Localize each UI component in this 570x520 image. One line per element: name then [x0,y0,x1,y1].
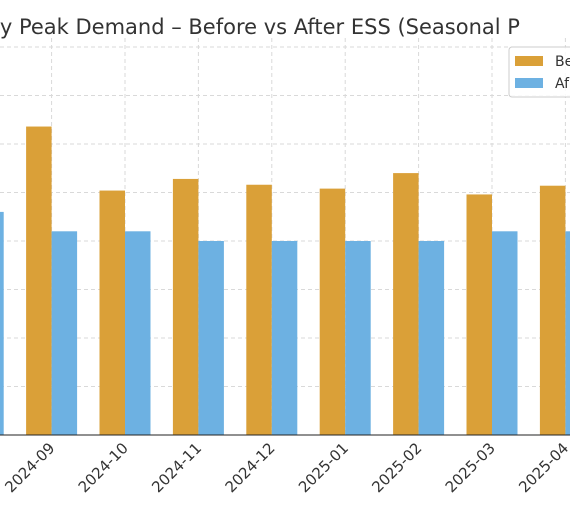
bar-before-2024-10 [99,190,125,435]
legend: Be Af [508,46,570,98]
bar-after-2024-12 [271,241,298,435]
bars [0,126,570,436]
bar-after-2024-11 [198,241,224,435]
x-tick-label: 2025-02 [368,439,425,496]
bar-before-2024-12 [246,184,272,435]
bar-after-2025-01 [345,241,371,435]
legend-swatch-before [515,56,543,66]
bar-after-2024-09 [51,231,78,435]
x-tick-label: 2024-10 [75,439,132,496]
x-tick-labels: 2024-09 2024-10 2024-11 2024-12 2025-01 2025-… [1,439,570,496]
bar-before-2025-02 [393,173,419,435]
bar-before-2024-09 [26,126,52,435]
bar-before-2025-03 [466,194,492,435]
bar-after-2025-02 [418,241,445,435]
bar-after-2025-04 [565,231,570,435]
chart-title: ly Peak Demand – Before vs After ESS (Se… [0,15,520,39]
legend-label-before: Be [555,54,570,70]
bar-after-2025-03 [492,231,518,435]
x-tick-label: 2025-03 [442,439,499,496]
bar-after-partial [0,211,4,435]
bar-after-2024-10 [125,231,151,435]
legend-swatch-after [515,78,543,88]
x-tick-label: 2024-11 [148,439,205,496]
x-tick-label: 2025-01 [295,439,352,496]
x-tick-label: 2024-12 [222,439,279,496]
x-tick-label: 2024-09 [1,439,58,496]
x-tick-label: 2025-04 [515,439,570,496]
bar-before-2025-01 [319,188,346,435]
legend-label-after: Af [555,76,570,92]
bar-before-2024-11 [172,178,199,436]
bar-before-2025-04 [539,185,566,435]
